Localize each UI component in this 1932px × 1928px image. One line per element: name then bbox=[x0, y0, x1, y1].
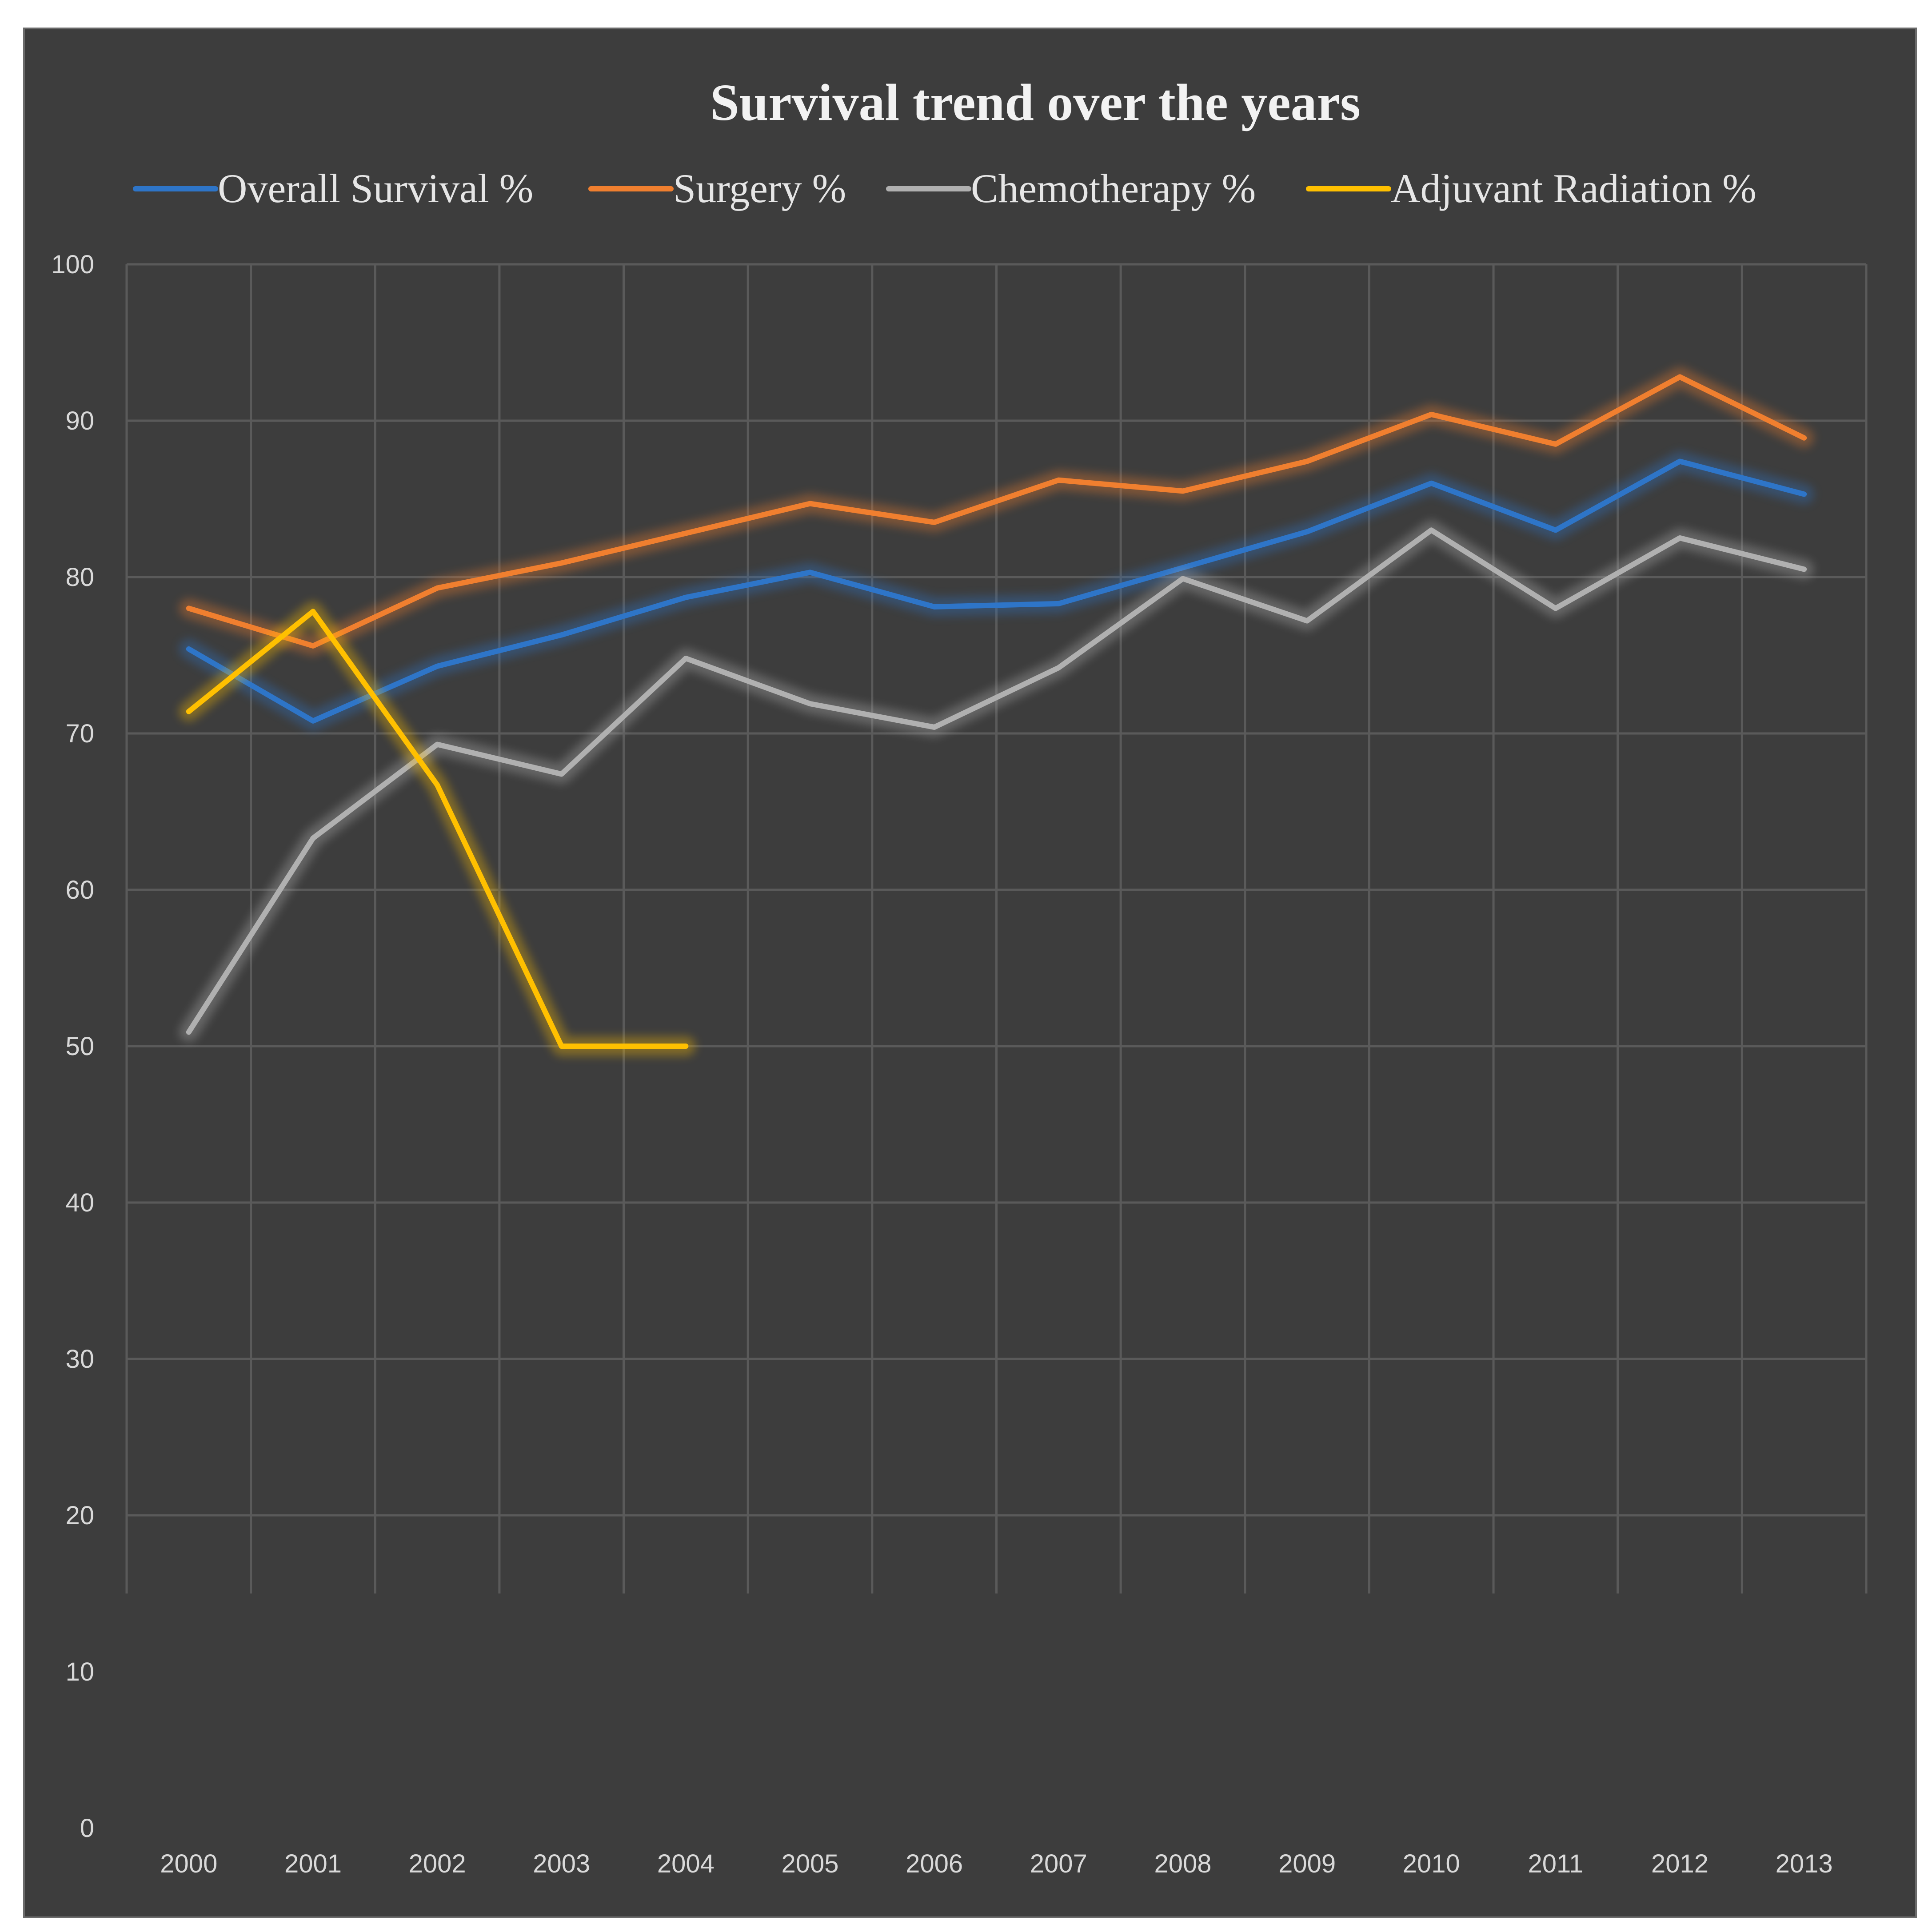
x-tick-label: 2001 bbox=[284, 1849, 342, 1878]
y-tick-label: 30 bbox=[65, 1345, 94, 1374]
y-tick-label: 60 bbox=[65, 876, 94, 904]
chart-title: Survival trend over the years bbox=[710, 73, 1361, 131]
x-tick-label: 2012 bbox=[1651, 1849, 1708, 1878]
x-tick-label: 2008 bbox=[1154, 1849, 1211, 1878]
series-group bbox=[179, 367, 1814, 1056]
x-tick-label: 2003 bbox=[533, 1849, 590, 1878]
y-tick-label: 100 bbox=[51, 250, 94, 279]
series-line-surgery bbox=[186, 374, 1807, 649]
x-tick-label: 2000 bbox=[160, 1849, 217, 1878]
series-line-chemotherapy bbox=[186, 527, 1807, 1035]
x-tick-label: 2005 bbox=[782, 1849, 839, 1878]
legend-label: Overall Survival % bbox=[218, 166, 533, 211]
chart-area bbox=[23, 28, 1917, 1918]
y-tick-label: 70 bbox=[65, 719, 94, 748]
y-tick-label: 40 bbox=[65, 1188, 94, 1217]
x-tick-label: 2006 bbox=[906, 1849, 963, 1878]
legend: Overall Survival % Surgery % Chemotherapy … bbox=[133, 166, 1756, 211]
legend-label: Adjuvant Radiation % bbox=[1391, 166, 1756, 211]
y-tick-label: 10 bbox=[65, 1657, 94, 1686]
x-axis-ticks: 2000 2001 2002 2003 2004 2005 2006 2007 2008 2009… bbox=[160, 1849, 1832, 1878]
y-tick-label: 50 bbox=[65, 1032, 94, 1061]
y-tick-label: 80 bbox=[65, 563, 94, 592]
legend-label: Surgery % bbox=[673, 166, 846, 211]
y-tick-label: 90 bbox=[65, 406, 94, 435]
x-tick-label: 2010 bbox=[1403, 1849, 1460, 1878]
series-line-adjuvant-radiation bbox=[186, 609, 689, 1049]
y-axis-ticks: 0 10 20 30 40 50 60 70 80 90 100 bbox=[51, 250, 94, 1843]
x-tick-label: 2002 bbox=[409, 1849, 466, 1878]
series-line-overall-survival bbox=[186, 458, 1807, 724]
x-tick-label: 2013 bbox=[1776, 1849, 1833, 1878]
y-tick-label: 0 bbox=[80, 1814, 94, 1843]
x-tick-label: 2011 bbox=[1528, 1849, 1584, 1878]
legend-label: Chemotherapy % bbox=[971, 166, 1256, 211]
grid bbox=[125, 263, 1868, 1593]
y-tick-label: 20 bbox=[65, 1501, 94, 1530]
x-tick-label: 2004 bbox=[657, 1849, 715, 1878]
x-tick-label: 2007 bbox=[1030, 1849, 1087, 1878]
x-tick-label: 2009 bbox=[1278, 1849, 1336, 1878]
